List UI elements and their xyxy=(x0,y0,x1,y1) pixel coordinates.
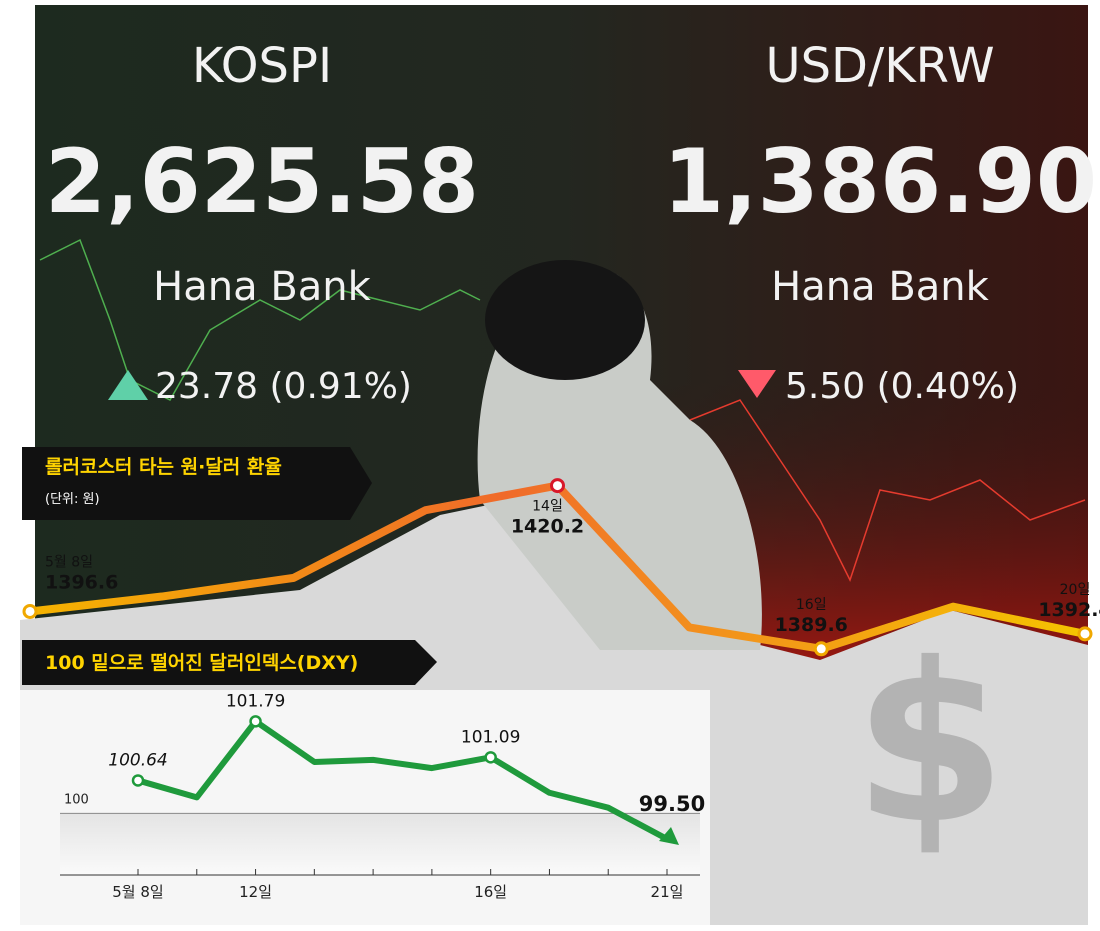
value-label: 101.79 xyxy=(226,691,285,711)
title-banner xyxy=(22,640,437,685)
series-line xyxy=(137,718,669,842)
value-label: 101.09 xyxy=(461,727,520,747)
board-brand: Hana Bank xyxy=(771,264,989,310)
category-label: 20일 xyxy=(1060,582,1091,598)
point xyxy=(1077,626,1093,642)
board-name: KOSPI xyxy=(192,38,332,94)
board-line xyxy=(39,238,481,401)
board-value: 2,625.58 xyxy=(45,130,479,233)
x-tick-label: 5월 8일 xyxy=(112,883,163,901)
point xyxy=(131,774,145,787)
dxy-panel xyxy=(20,690,710,925)
dollar-icon: $ xyxy=(853,616,1006,872)
category-label: 5월 8일 xyxy=(45,554,93,570)
value-label: 1396.6 xyxy=(45,571,118,593)
board-line xyxy=(689,399,1086,582)
person-hair xyxy=(485,260,645,380)
y-tick-label: 100 xyxy=(64,792,89,807)
x-tick-label: 16일 xyxy=(474,883,507,901)
point xyxy=(249,715,262,728)
chart-title: 롤러코스터 타는 원·달러 환율 xyxy=(45,456,282,478)
point xyxy=(813,641,829,657)
value-label: 1420.2 xyxy=(511,516,584,538)
value-label: 99.50 xyxy=(639,792,705,816)
category-label: 14일 xyxy=(532,499,563,515)
value-label: 100.64 xyxy=(108,750,167,770)
x-tick-label: 12일 xyxy=(239,883,272,901)
point xyxy=(550,478,565,494)
chart-subtitle: (단위: 원) xyxy=(45,492,100,507)
value-label: 1389.6 xyxy=(775,614,848,636)
chart-title: 100 밑으로 떨어진 달러인덱스(DXY) xyxy=(45,652,358,674)
category-label: 16일 xyxy=(796,597,827,613)
board-change: 5.50 (0.40%) xyxy=(785,366,1019,407)
board-change: 23.78 (0.91%) xyxy=(155,366,412,407)
below-band xyxy=(60,813,700,875)
down-triangle xyxy=(738,370,776,398)
point xyxy=(22,603,38,619)
title-banner xyxy=(22,447,372,520)
x-tick-label: 21일 xyxy=(651,883,684,901)
point xyxy=(484,751,497,764)
board-brand: Hana Bank xyxy=(153,264,371,310)
board-value: 1,386.90 xyxy=(663,130,1097,233)
board-name: USD/KRW xyxy=(765,38,994,94)
arrow-head xyxy=(659,827,679,846)
up-triangle xyxy=(108,370,148,400)
value-label: 1392.4 xyxy=(1038,599,1100,621)
